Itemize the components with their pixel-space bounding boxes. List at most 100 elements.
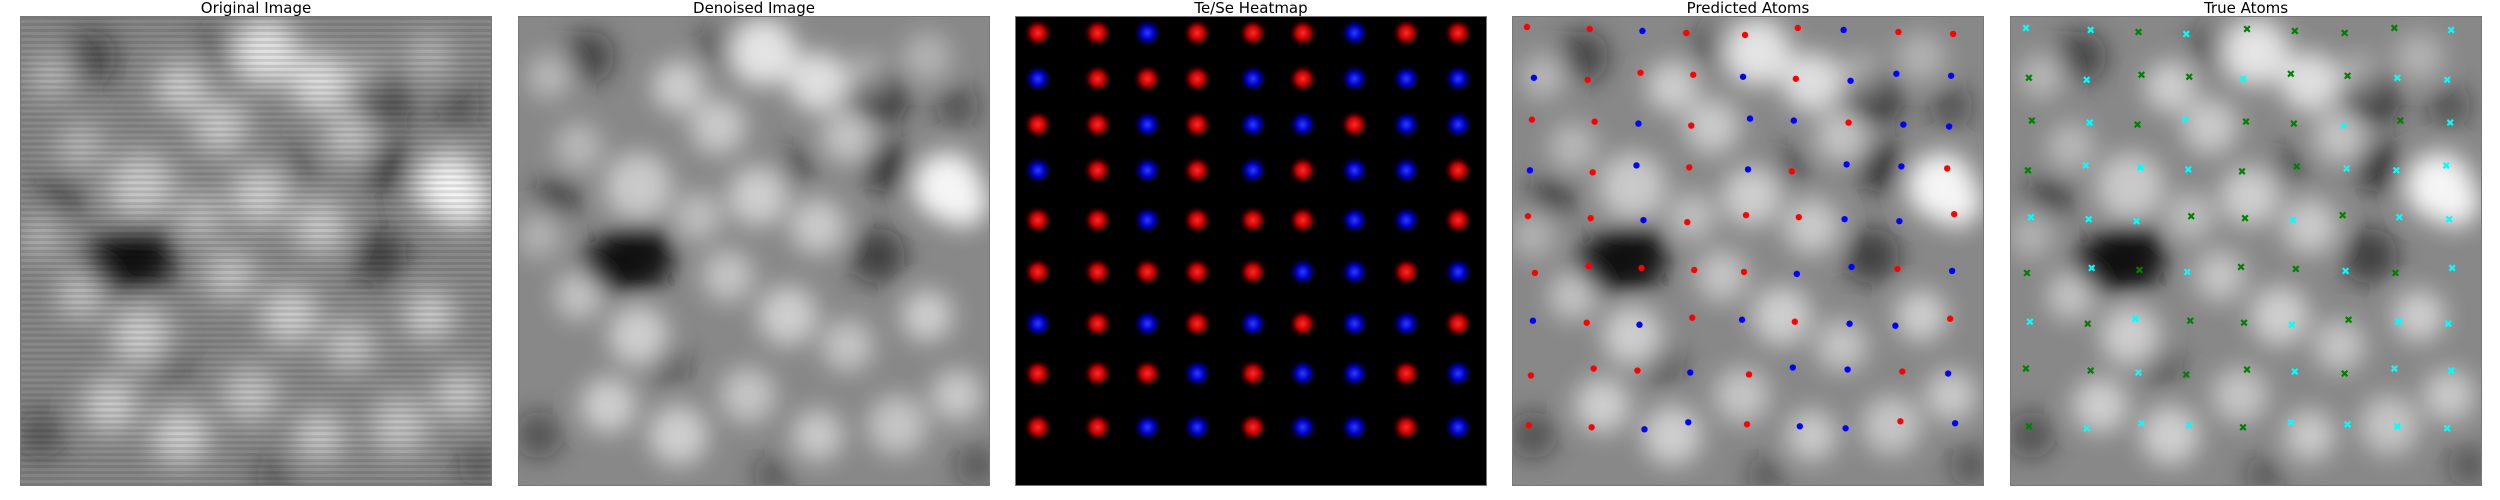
predicted-atom-te [1946, 315, 1954, 322]
heatmap-spot-se [1132, 412, 1163, 443]
true-atom-te-marker [2291, 367, 2299, 376]
heatmap-spot-se [1182, 358, 1213, 389]
predicted-atom-se [1898, 163, 1905, 170]
predicted-atom-se [1951, 420, 1959, 427]
heatmap-spot-te [1238, 358, 1268, 389]
true-atom-te-marker [2083, 424, 2091, 432]
true-atom-se-marker [2084, 320, 2092, 328]
predicted-atom-se [1789, 364, 1796, 371]
true-atom-te-marker [2137, 419, 2146, 427]
predicted-atom-te [1634, 367, 1641, 374]
predicted-atom-te [1523, 23, 1531, 31]
true-atom-se-marker [2290, 119, 2298, 128]
heatmap-spot-se [1287, 256, 1318, 287]
predicted-atom-te [1949, 30, 1957, 38]
predicted-atom-te [1943, 165, 1951, 172]
heatmap-spot-se [1132, 308, 1163, 339]
heatmap-spot-te [1287, 205, 1318, 236]
panel-heatmap: Te/Se Heatmap [1015, 0, 1487, 486]
heatmap-spot-se [1391, 63, 1422, 94]
heatmap-spot-te [1022, 256, 1053, 287]
true-atom-se-marker [2243, 25, 2251, 33]
predicted-atom-te [1950, 210, 1958, 218]
heatmap-spot-se [1287, 412, 1318, 443]
panel-title-predicted: Predicted Atoms [1686, 0, 1810, 16]
true-atom-te-marker [2027, 213, 2035, 221]
panel-predicted-atoms: Predicted Atoms [1512, 0, 1984, 486]
predicted-atom-te [1586, 25, 1593, 33]
heatmap-spot-te [1238, 412, 1268, 443]
predicted-atom-te [1740, 268, 1748, 276]
heatmap-spot-te [1082, 256, 1113, 287]
predicted-atom-se [1843, 161, 1850, 168]
true-atom-te-marker [2446, 118, 2454, 127]
denoised-image [518, 16, 990, 486]
heatmap-spot-te [1082, 17, 1113, 48]
heatmap-spot-te [1082, 308, 1113, 339]
heatmap-spot-te [1238, 256, 1268, 287]
heatmap-spot-te [1391, 17, 1422, 48]
heatmap-spot-te [1391, 256, 1422, 287]
predicted-atom-te [1527, 372, 1535, 379]
true-atom-te-marker [2343, 164, 2351, 172]
predicted-atom-te [1791, 318, 1798, 325]
true-atom-te-marker [2287, 418, 2295, 426]
heatmap-spot-se [1238, 109, 1268, 140]
predicted-atom-se [1848, 263, 1855, 271]
true-atom-te-marker [2088, 264, 2096, 272]
heatmap-spot-te [1022, 412, 1053, 443]
predicted-atom-te [1691, 266, 1698, 274]
true-atom-se-marker [2391, 269, 2399, 277]
predicted-atom-se [1633, 162, 1640, 169]
true-atom-se-marker [2022, 364, 2030, 373]
predicted-atom-te [1584, 76, 1591, 83]
heatmap-spot-se [1182, 412, 1213, 443]
true-atom-se-marker [2241, 214, 2249, 222]
heatmap-spot-se [1339, 308, 1370, 339]
predicted-atom-se [1687, 369, 1694, 376]
true-atom-te-marker [2185, 421, 2193, 429]
heatmap-spot-te [1339, 109, 1370, 140]
heatmap-spot-te [1443, 308, 1474, 339]
heatmap-spot-se [1339, 63, 1370, 94]
true-atom-se-marker [2287, 70, 2295, 78]
true-atom-te-marker [2181, 115, 2189, 124]
true-atom-te-marker [2393, 74, 2401, 82]
panel-title-denoised: Denoised Image [693, 0, 815, 16]
true-atom-te-marker [2340, 121, 2348, 130]
predicted-atom-se [1641, 426, 1648, 433]
panel-title-heatmap: Te/Se Heatmap [1194, 0, 1308, 16]
predicted-atom-te [1794, 24, 1801, 32]
true-atom-te-marker [2083, 76, 2091, 84]
heatmap-spot-se [1238, 308, 1268, 339]
heatmap-spot-te [1391, 358, 1422, 389]
true-atom-te-marker [2134, 368, 2143, 377]
heatmap-spot-te [1022, 205, 1053, 236]
heatmap-spot-te [1082, 109, 1113, 140]
true-atom-se-marker [2341, 29, 2349, 37]
predicted-atom-se [1744, 166, 1752, 173]
true-atom-se-marker [2182, 370, 2190, 379]
predicted-atom-se [1841, 215, 1848, 223]
predicted-atom-te [1795, 213, 1802, 221]
true-atom-se-marker [2291, 27, 2299, 35]
true-atom-se-marker [2240, 319, 2248, 327]
true-atom-se-marker [2341, 369, 2349, 378]
predicted-atom-te [1528, 116, 1536, 123]
panel-title-true: True Atoms [2203, 0, 2289, 16]
true-atom-te-marker [2442, 161, 2450, 169]
true-atom-se-marker [2186, 317, 2194, 325]
panel-title-original: Original Image [200, 0, 312, 16]
true-atoms-image [2010, 16, 2482, 486]
heatmap-spot-se [1339, 412, 1370, 443]
heatmap-spot-te [1022, 17, 1053, 48]
predicted-atom-se [1529, 317, 1537, 324]
true-atom-se-marker [2133, 120, 2142, 129]
true-atom-se-marker [2137, 71, 2146, 79]
heatmap-image [1015, 16, 1487, 486]
predicted-atom-se [1948, 267, 1956, 275]
heatmap-spot-te [1182, 256, 1213, 287]
predicted-atom-se [1640, 216, 1647, 224]
true-atom-se-marker [2187, 212, 2195, 220]
heatmap-spot-se [1443, 109, 1474, 140]
